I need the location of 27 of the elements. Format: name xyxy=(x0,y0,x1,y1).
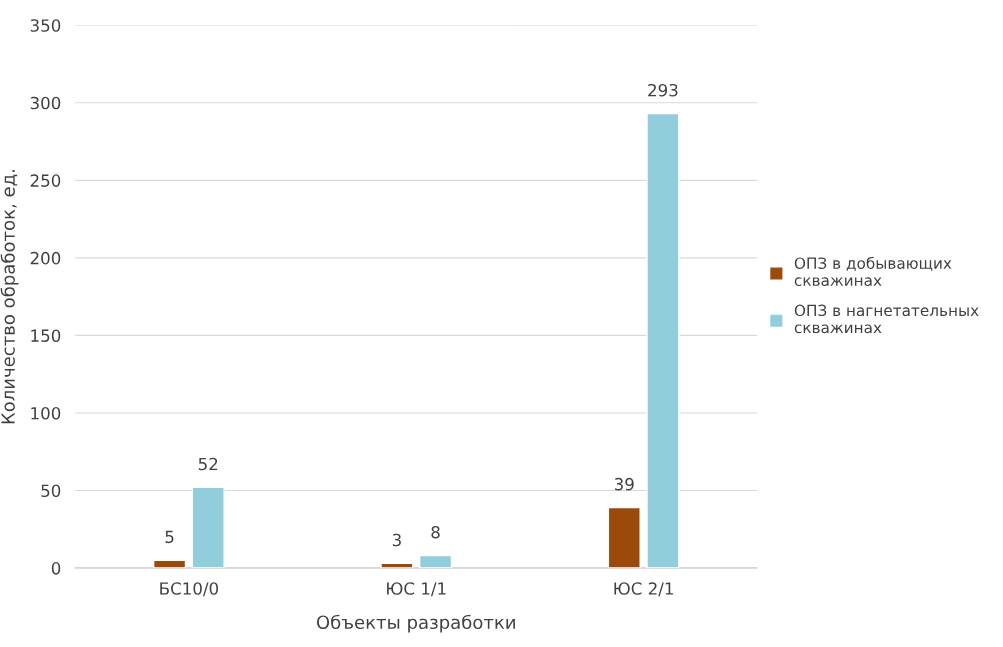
y-axis-title: Количество обработок, ед. xyxy=(0,170,19,424)
y-tick-label: 50 xyxy=(41,484,61,498)
data-label: 8 xyxy=(431,525,440,539)
x-tick-label: БС10/0 xyxy=(160,582,219,597)
data-label: 5 xyxy=(165,530,174,544)
x-tick-label: ЮС 2/1 xyxy=(614,582,673,597)
bar xyxy=(152,559,187,569)
y-tick-label: 100 xyxy=(31,406,61,420)
y-tick-label: 350 xyxy=(30,19,61,32)
bar xyxy=(646,112,680,569)
y-tick-label: 200 xyxy=(30,251,61,265)
x-tick-label: ЮС 1/1 xyxy=(387,582,446,597)
bar xyxy=(607,506,641,569)
bar xyxy=(418,554,453,569)
data-label: 52 xyxy=(198,457,218,471)
data-label: 293 xyxy=(648,83,678,97)
y-tick-label: 250 xyxy=(30,174,61,187)
legend-label: ОПЗ в нагнетательных скважинах xyxy=(794,304,979,334)
y-tick-label: 150 xyxy=(31,329,61,342)
x-axis-title: Объекты разработки xyxy=(316,614,515,633)
data-label: 39 xyxy=(614,477,634,491)
legend-label: ОПЗ в добывающих скважинах xyxy=(794,256,952,287)
bar xyxy=(191,486,225,569)
y-tick-label: 300 xyxy=(30,96,61,110)
y-tick-label: 0 xyxy=(51,562,61,575)
data-label: 3 xyxy=(392,533,401,547)
bar xyxy=(380,562,414,569)
